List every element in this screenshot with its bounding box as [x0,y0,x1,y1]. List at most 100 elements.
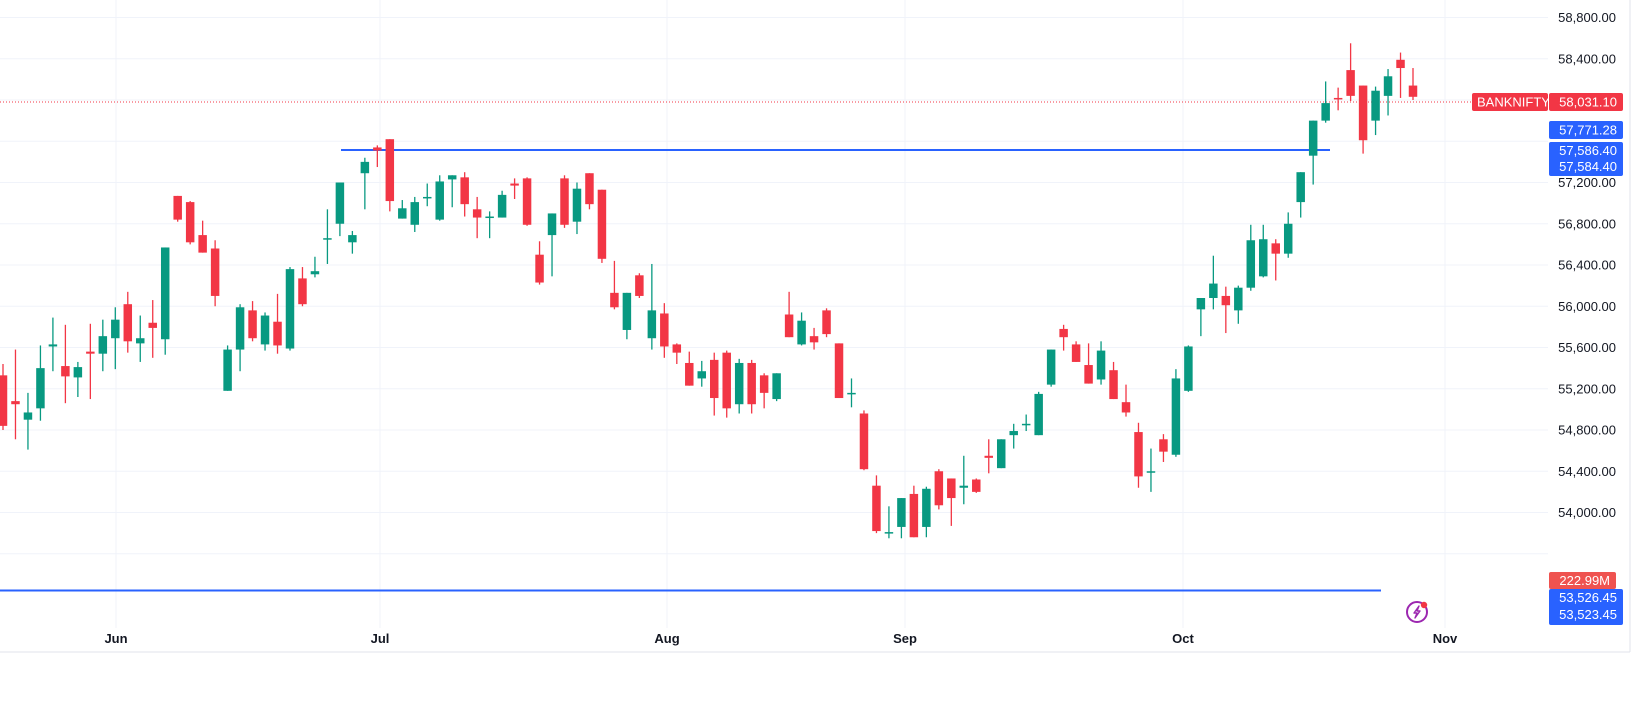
candle [148,300,157,358]
candle [48,317,58,372]
candle [709,352,719,416]
price-axis-label: 54,400.00 [1558,464,1616,479]
candle [1234,285,1243,324]
candle [622,292,632,340]
candle [86,323,95,400]
price-tags: BANKNIFTY 58,031.10 57,771.28 57,586.4057,5… [1472,93,1623,625]
candle [61,324,70,404]
candle [398,200,407,219]
candle [1333,87,1343,111]
candle [972,478,981,493]
candle [1071,341,1081,362]
price-axis-label: 58,800.00 [1558,10,1616,25]
candle [1371,86,1380,136]
candle [1046,349,1056,387]
support-price-tag-pair [1549,589,1623,625]
candle [485,211,494,239]
candle [784,291,794,338]
candle [1184,345,1193,392]
line-price-tag: 57,771.28 [1549,121,1623,139]
candle [285,267,295,351]
time-axis-label-aug: Aug [654,631,679,646]
candle [647,263,657,350]
price-axis[interactable]: 58,800.00 58,400.00 57,200.00 56,800.00 56,4… [1558,10,1616,520]
candle [1308,120,1318,185]
candle [535,241,544,285]
candle [460,172,469,217]
line-price-tag-text: 57,584.40 [1559,159,1617,174]
candle [435,175,444,221]
svg-text:57,771.28: 57,771.28 [1559,123,1617,138]
candle [1034,391,1043,436]
support-price-tag-text: 53,526.45 [1559,590,1617,605]
candle [348,230,357,254]
candle [1296,172,1305,218]
time-axis-label-nov: Nov [1433,631,1458,646]
candle [822,308,831,338]
candle [223,345,232,391]
candle [872,475,881,534]
candle [385,139,395,212]
candle [136,315,145,362]
candle [772,373,781,402]
candle [73,361,83,397]
candle [984,439,993,474]
candle [98,319,108,372]
candle [310,256,320,278]
candle [934,469,944,510]
candle [560,175,569,228]
price-axis-label: 54,800.00 [1558,423,1616,438]
candle [834,343,844,399]
candle [672,343,682,364]
candle [797,312,806,346]
line-price-tag-pair [1549,142,1623,176]
candle [1121,384,1131,417]
candle [123,291,133,353]
time-axis-label-oct: Oct [1172,631,1194,646]
candle [510,178,519,199]
candle [1408,68,1418,100]
candle [335,182,345,237]
candle [260,312,270,351]
candle [1246,224,1256,291]
candle [572,182,582,235]
candle [1271,239,1280,281]
candle [198,220,207,253]
candle [734,358,744,414]
candle [472,196,482,239]
candle [1171,369,1181,457]
candle [1109,361,1118,400]
candle [36,345,45,421]
candle [323,209,332,264]
candle [1146,448,1156,492]
candle [111,307,120,370]
time-axis[interactable]: Jun Jul Aug Sep Oct Nov [104,631,1458,646]
candle [759,373,769,409]
candle [1383,69,1393,116]
time-axis-label-sep: Sep [893,631,917,646]
horizontal-lines[interactable] [0,149,1381,592]
price-axis-label: 54,000.00 [1558,505,1616,520]
candle [1259,224,1268,278]
line-price-tag-text: 57,586.40 [1559,143,1617,158]
last-price-tag: 58,031.10 [1549,93,1623,111]
lightning-icon[interactable] [1406,601,1428,623]
candle [585,173,594,210]
candle [1096,341,1106,385]
candle [547,213,557,277]
candle [410,196,420,232]
candle [1134,422,1143,488]
svg-text:222.99M: 222.99M [1559,573,1610,588]
candle [23,392,33,450]
candle [1209,255,1218,310]
candle [1021,414,1031,432]
candle [0,364,8,430]
candle [660,303,669,358]
candle [160,247,170,355]
volume-tag: 222.99M [1549,572,1616,589]
candle [447,175,457,208]
candle [947,478,956,526]
candle [685,351,694,386]
